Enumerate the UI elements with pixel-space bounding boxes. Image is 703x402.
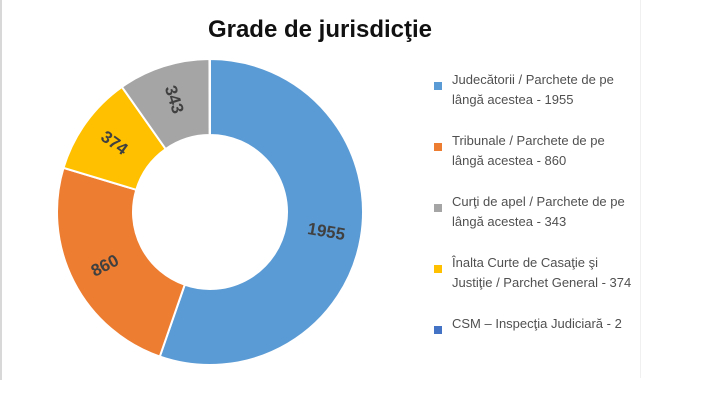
legend-label: CSM – Inspecţia Judiciară - 2 [452,316,622,331]
frame-edge-left [0,0,2,380]
donut-slice-csm [208,57,211,137]
legend-swatch [434,204,442,212]
legend-label: Tribunale / Parchete de pe lângă acestea… [452,133,605,168]
chart-title: Grade de jurisdicţie [207,16,433,43]
legend-label: Curţi de apel / Parchete de pe lângă ace… [452,194,625,229]
legend-swatch [434,143,442,151]
legend-swatch [434,326,442,334]
legend-swatch [434,265,442,273]
donut-slice-tribunale [56,166,187,358]
frame-edge-right [640,0,641,378]
donut-slice-judecatorii [158,57,364,366]
legend-label: Înalta Curte de Casaţie şi Justiţie / Pa… [452,255,632,290]
legend-label: Judecătorii / Parchete de pe lângă acest… [452,72,614,107]
legend-swatch [434,82,442,90]
chart-area: Grade de jurisdicţie 1955 860 374 343 Judec… [56,16,632,366]
